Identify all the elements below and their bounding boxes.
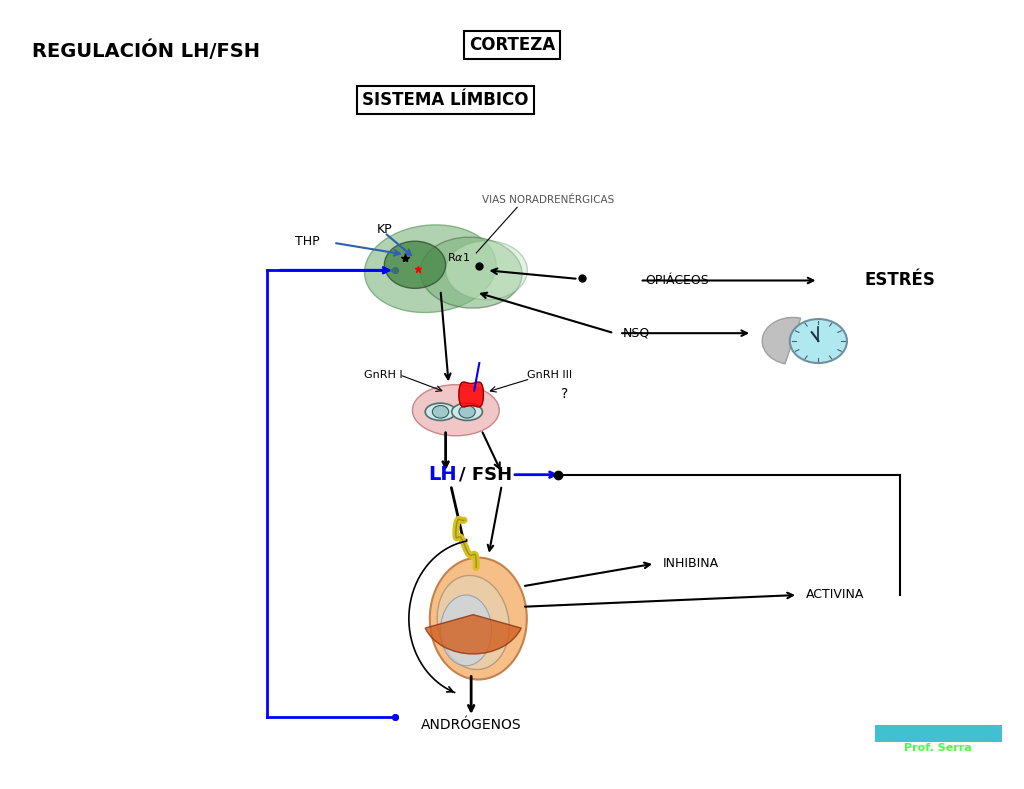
Ellipse shape (452, 403, 482, 421)
Polygon shape (459, 382, 483, 407)
Ellipse shape (437, 575, 509, 670)
Text: THP: THP (296, 234, 321, 248)
Text: R$\alpha$1: R$\alpha$1 (447, 251, 470, 263)
Ellipse shape (384, 241, 445, 288)
Ellipse shape (430, 558, 526, 679)
Ellipse shape (413, 385, 500, 436)
Text: OPIÁCEOS: OPIÁCEOS (645, 274, 709, 287)
Text: NSQ: NSQ (623, 327, 649, 340)
Text: ?: ? (561, 387, 568, 402)
Text: KP: KP (377, 223, 392, 236)
Circle shape (459, 406, 475, 418)
Text: ANDRÓGENOS: ANDRÓGENOS (421, 718, 521, 731)
Wedge shape (425, 615, 521, 654)
Ellipse shape (440, 595, 492, 666)
Ellipse shape (420, 237, 522, 308)
Ellipse shape (445, 241, 527, 300)
Circle shape (432, 406, 449, 418)
Text: SISTEMA LÍMBICO: SISTEMA LÍMBICO (362, 91, 528, 109)
Text: ACTIVINA: ACTIVINA (806, 589, 864, 601)
Wedge shape (762, 317, 801, 364)
Text: CORTEZA: CORTEZA (469, 36, 555, 54)
Ellipse shape (365, 225, 496, 312)
Text: GnRH I: GnRH I (364, 370, 402, 380)
Text: / FSH: / FSH (459, 466, 512, 484)
Text: INHIBINA: INHIBINA (664, 557, 719, 570)
Circle shape (790, 319, 847, 363)
Text: REGULACIÓN LH/FSH: REGULACIÓN LH/FSH (32, 41, 260, 62)
Text: LH: LH (428, 466, 457, 484)
Text: ESTRÉS: ESTRÉS (864, 271, 935, 290)
Text: GnRH III: GnRH III (527, 370, 572, 380)
Ellipse shape (425, 403, 456, 421)
Text: VIAS NORADRENÉRGICAS: VIAS NORADRENÉRGICAS (481, 195, 613, 204)
